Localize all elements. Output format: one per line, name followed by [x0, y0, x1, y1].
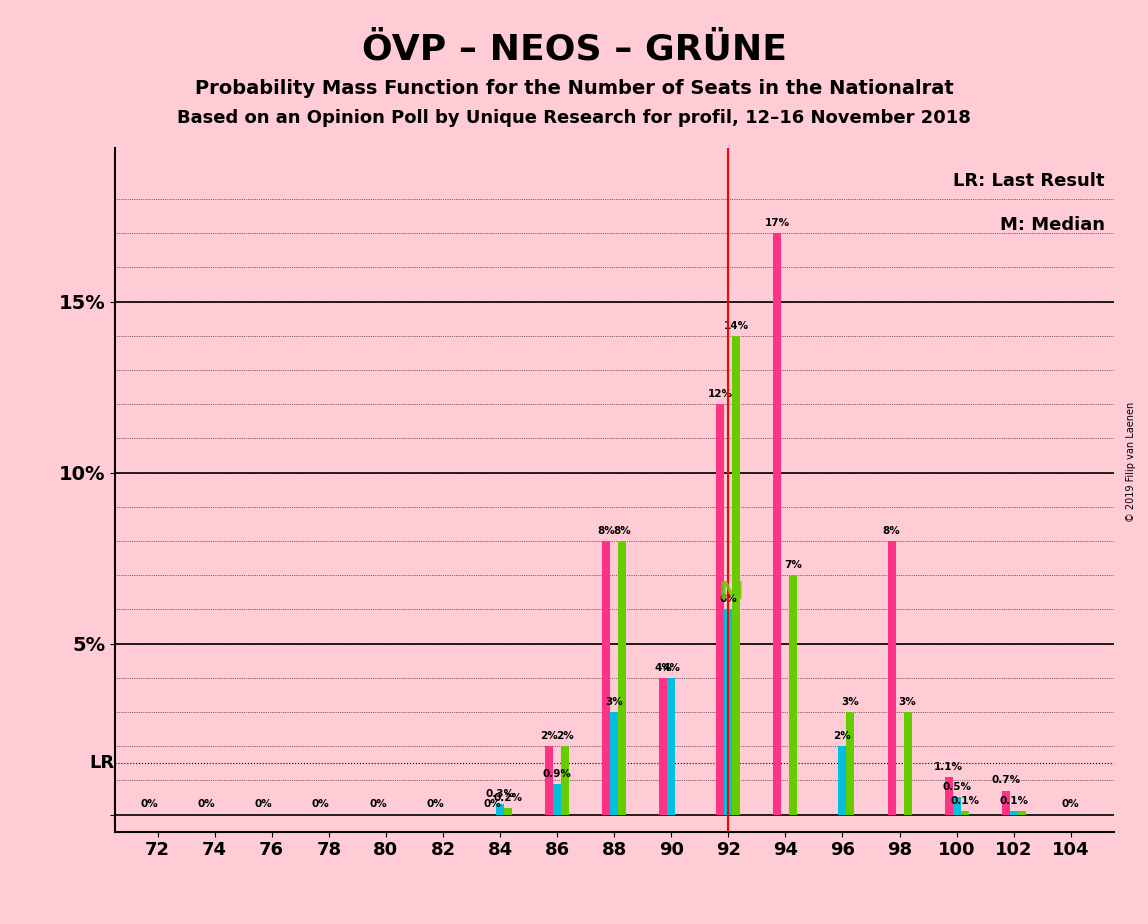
Text: 6%: 6% — [720, 594, 737, 604]
Text: 0%: 0% — [1062, 799, 1079, 809]
Bar — [838, 747, 846, 815]
Bar — [504, 808, 512, 815]
Text: 2%: 2% — [557, 731, 574, 741]
Text: 2%: 2% — [833, 731, 852, 741]
Bar — [716, 405, 724, 815]
Text: 3%: 3% — [841, 697, 860, 707]
Bar — [790, 575, 798, 815]
Bar — [659, 678, 667, 815]
Text: 0.3%: 0.3% — [486, 789, 514, 799]
Bar — [1017, 811, 1025, 815]
Text: LR: Last Result: LR: Last Result — [954, 172, 1106, 189]
Text: Based on an Opinion Poll by Unique Research for profil, 12–16 November 2018: Based on an Opinion Poll by Unique Resea… — [177, 109, 971, 127]
Text: 4%: 4% — [662, 663, 680, 673]
Bar — [1010, 811, 1017, 815]
Bar — [1002, 791, 1010, 815]
Text: 0%: 0% — [369, 799, 387, 809]
Text: © 2019 Filip van Laenen: © 2019 Filip van Laenen — [1126, 402, 1135, 522]
Text: 8%: 8% — [883, 526, 900, 536]
Text: 8%: 8% — [597, 526, 615, 536]
Text: 12%: 12% — [708, 389, 732, 399]
Text: M: M — [719, 580, 744, 604]
Text: 3%: 3% — [605, 697, 623, 707]
Bar — [496, 804, 504, 815]
Text: Probability Mass Function for the Number of Seats in the Nationalrat: Probability Mass Function for the Number… — [195, 79, 953, 98]
Text: 3%: 3% — [899, 697, 916, 707]
Text: 1.1%: 1.1% — [934, 761, 963, 772]
Bar — [667, 678, 675, 815]
Bar — [553, 784, 561, 815]
Text: 2%: 2% — [541, 731, 558, 741]
Text: 8%: 8% — [613, 526, 631, 536]
Text: 0.1%: 0.1% — [951, 796, 979, 806]
Text: 0%: 0% — [312, 799, 329, 809]
Text: 4%: 4% — [654, 663, 673, 673]
Text: M: Median: M: Median — [1000, 216, 1106, 234]
Bar — [545, 747, 553, 815]
Text: 0.5%: 0.5% — [943, 783, 971, 792]
Bar — [724, 610, 732, 815]
Text: 0%: 0% — [141, 799, 158, 809]
Bar — [961, 811, 969, 815]
Bar — [603, 541, 611, 815]
Bar — [903, 711, 912, 815]
Bar — [945, 777, 953, 815]
Text: 7%: 7% — [784, 560, 802, 570]
Bar — [611, 711, 618, 815]
Text: 0.9%: 0.9% — [543, 769, 572, 779]
Text: 17%: 17% — [765, 218, 790, 228]
Bar — [887, 541, 895, 815]
Text: 0%: 0% — [483, 799, 501, 809]
Text: 0.1%: 0.1% — [999, 796, 1029, 806]
Text: 0.2%: 0.2% — [494, 793, 522, 803]
Text: 0.7%: 0.7% — [991, 775, 1021, 785]
Text: 0%: 0% — [197, 799, 216, 809]
Text: LR: LR — [90, 754, 115, 772]
Text: ÖVP – NEOS – GRÜNE: ÖVP – NEOS – GRÜNE — [362, 32, 786, 67]
Text: 0%: 0% — [255, 799, 272, 809]
Bar — [774, 233, 782, 815]
Bar — [732, 336, 740, 815]
Bar — [561, 747, 569, 815]
Bar — [953, 797, 961, 815]
Bar — [618, 541, 626, 815]
Text: 0%: 0% — [426, 799, 444, 809]
Text: 14%: 14% — [723, 321, 748, 331]
Bar — [846, 711, 854, 815]
